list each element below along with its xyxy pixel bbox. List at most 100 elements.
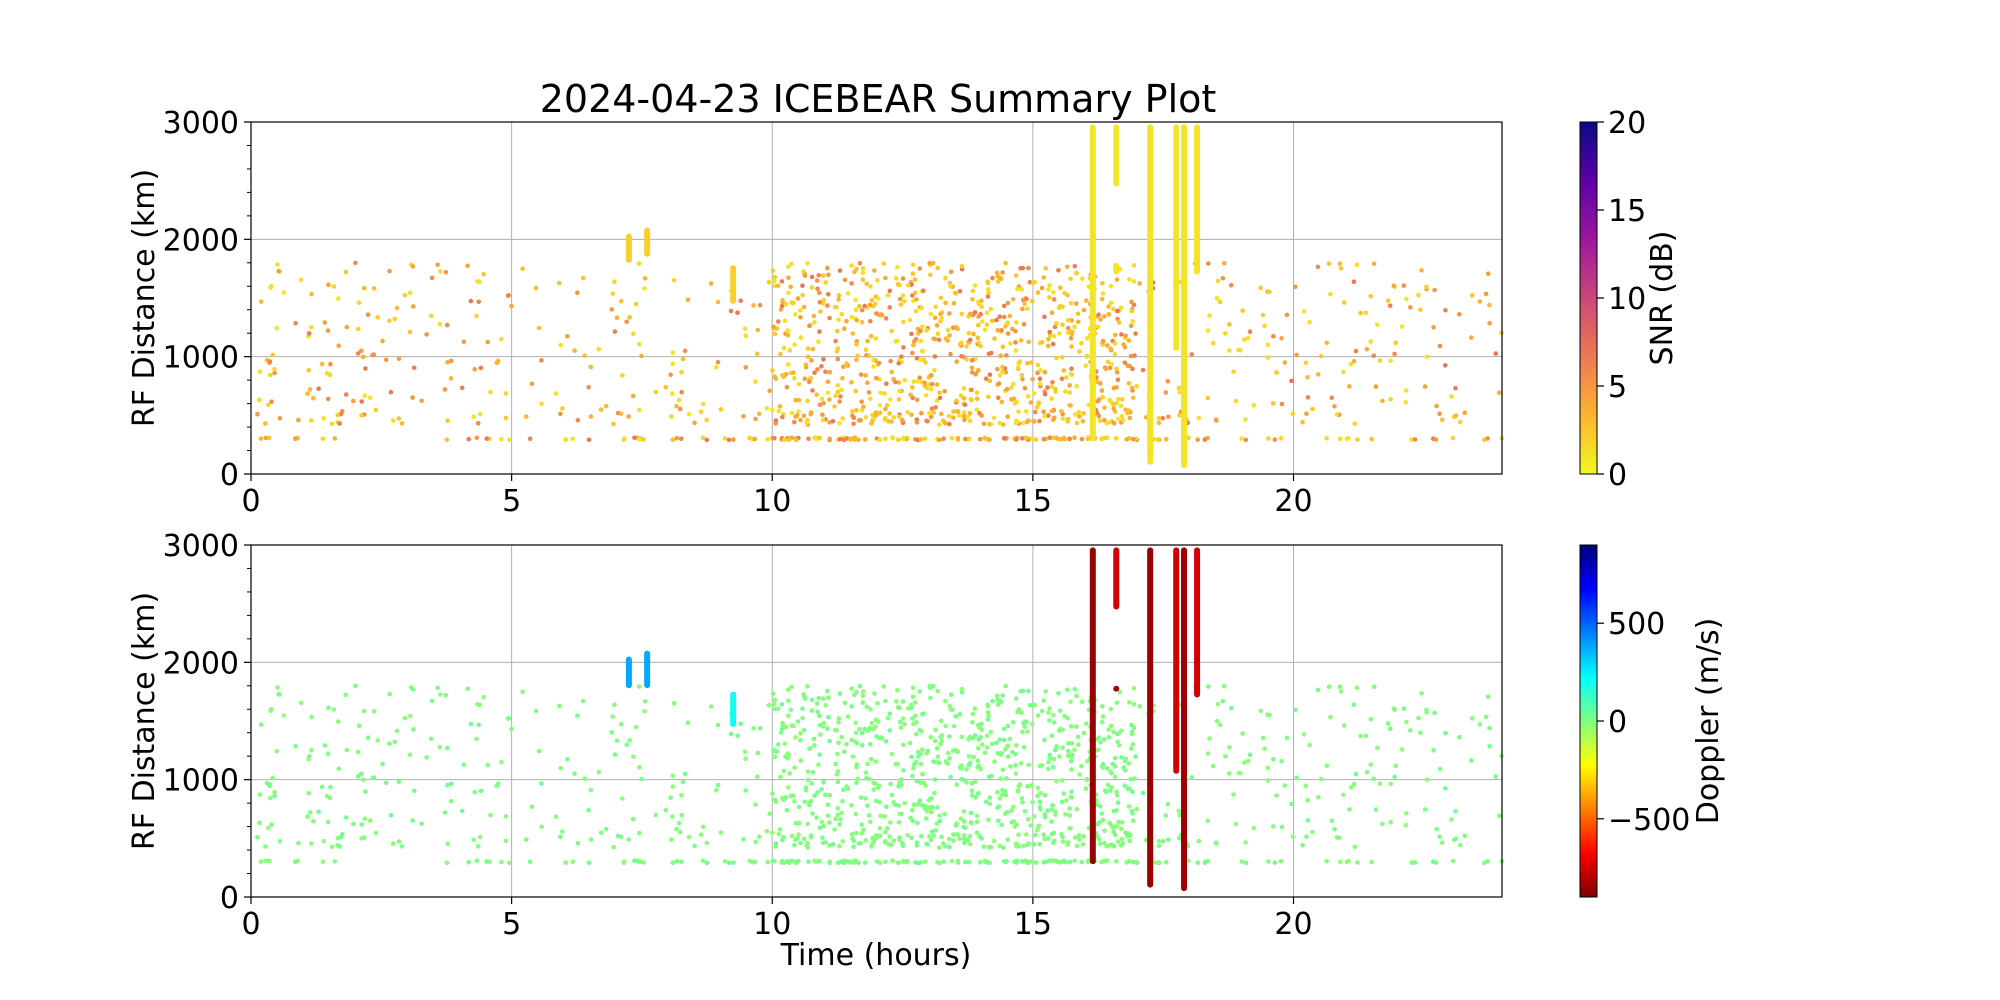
data-point [1205, 328, 1211, 333]
data-point [896, 860, 901, 866]
data-point [786, 860, 792, 865]
x-tick-label: 5 [502, 484, 521, 519]
data-point [863, 415, 869, 420]
data-point [951, 301, 957, 306]
data-point [780, 298, 785, 303]
data-point [1047, 329, 1052, 335]
data-point [1100, 338, 1106, 344]
data-point [257, 820, 262, 826]
data-point [390, 841, 396, 846]
data-point [277, 416, 283, 421]
data-point [1284, 312, 1290, 318]
data-point [754, 351, 760, 357]
data-point [974, 819, 980, 825]
data-point [814, 278, 820, 283]
data-point [539, 401, 544, 407]
data-point [1067, 859, 1072, 865]
data-point [838, 817, 843, 822]
data-point [806, 436, 811, 442]
data-point [1130, 436, 1136, 442]
data-point [962, 825, 968, 831]
data-point [863, 347, 869, 353]
data-point [912, 277, 918, 282]
data-point [1134, 383, 1139, 389]
data-point [442, 810, 448, 815]
data-point [355, 749, 361, 755]
data-point [771, 747, 776, 753]
data-point [900, 293, 906, 298]
data-point [994, 317, 999, 323]
data-point [938, 718, 944, 724]
data-point [793, 837, 798, 842]
data-point [1338, 859, 1343, 865]
data-point [1023, 409, 1029, 414]
data-point [319, 784, 325, 790]
data-point [1083, 363, 1089, 369]
data-point [1215, 278, 1221, 284]
data-point [1013, 273, 1019, 278]
data-point [1272, 437, 1278, 442]
data-point [1303, 360, 1309, 366]
data-point [728, 731, 734, 737]
data-point [611, 844, 616, 850]
data-point [1026, 394, 1031, 399]
data-point [1042, 792, 1048, 798]
data-point [388, 812, 394, 818]
data-point [868, 742, 873, 747]
data-point [961, 809, 967, 814]
data-point [937, 813, 942, 818]
data-point [957, 288, 963, 294]
data-point [1392, 774, 1397, 780]
data-point [1001, 726, 1007, 732]
data-point [1068, 758, 1074, 764]
data-point [793, 860, 799, 866]
data-point [1332, 404, 1337, 409]
data-point [1079, 436, 1085, 442]
data-point [632, 435, 637, 441]
data-point [929, 406, 935, 412]
data-point [887, 411, 892, 416]
data-point [975, 758, 981, 763]
data-point [888, 397, 893, 402]
data-point [1119, 755, 1124, 760]
data-point [1051, 435, 1056, 441]
data-point [897, 719, 903, 725]
data-point [1064, 264, 1070, 270]
data-point [875, 278, 880, 283]
data-point [938, 734, 943, 740]
data-point [1115, 308, 1120, 314]
data-point [807, 746, 812, 752]
data-point [997, 420, 1002, 426]
data-point [1012, 824, 1018, 829]
doppler-colorbar-label: Doppler (m/s) [1691, 618, 1726, 825]
data-point [776, 742, 781, 747]
data-band [730, 265, 737, 304]
data-point [1042, 369, 1048, 375]
data-point [873, 336, 879, 341]
data-point [1083, 786, 1089, 791]
data-point [981, 844, 987, 850]
data-point [603, 826, 609, 832]
data-point [868, 756, 874, 762]
data-point [1060, 322, 1065, 328]
data-point [332, 436, 338, 441]
data-point [970, 288, 976, 294]
data-point [1403, 823, 1409, 828]
data-point [918, 357, 923, 363]
data-point [982, 858, 988, 864]
data-point [803, 362, 809, 367]
data-point [308, 841, 314, 846]
data-point [786, 329, 791, 334]
data-point [833, 393, 838, 399]
data-point [307, 387, 313, 392]
data-point [837, 691, 843, 696]
data-point [1453, 385, 1458, 391]
data-point [336, 343, 342, 349]
data-point [1292, 707, 1298, 713]
data-point [1334, 835, 1340, 840]
data-point [972, 733, 978, 738]
data-point [859, 730, 865, 736]
data-point [1000, 787, 1005, 793]
data-point [786, 698, 791, 704]
data-point [849, 281, 854, 286]
